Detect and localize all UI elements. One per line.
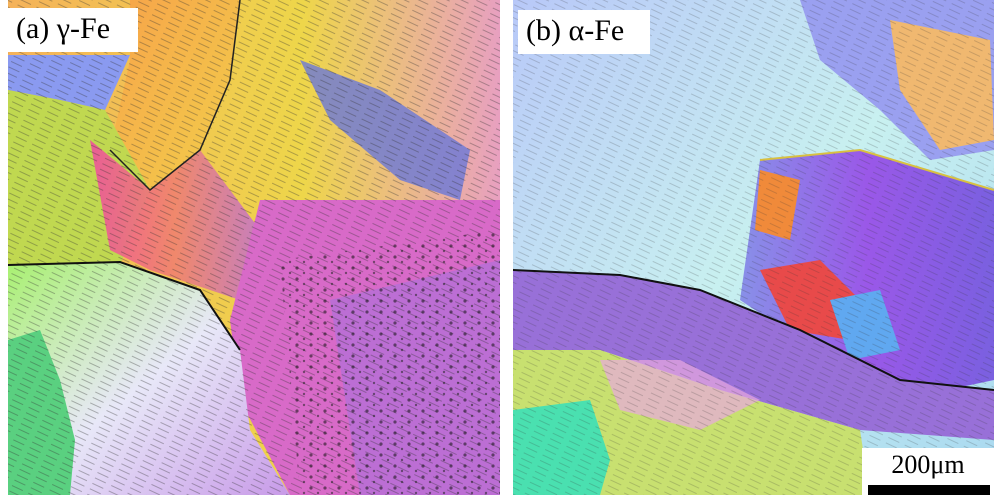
panel-a-map bbox=[8, 0, 500, 495]
texture bbox=[513, 0, 994, 495]
texture bbox=[280, 230, 500, 495]
figure: (a) γ-Fe (b) α-Fe 200μm bbox=[0, 0, 994, 495]
panel-b-map bbox=[513, 0, 994, 495]
page: (a) γ-Fe (b) α-Fe 200μm (() => { const d… bbox=[0, 0, 994, 495]
panel-label: (a) γ-Fe bbox=[16, 12, 110, 45]
scale-bar-label: 200μm bbox=[891, 450, 964, 479]
scale-bar bbox=[868, 485, 990, 495]
panel-label: (b) α-Fe bbox=[526, 14, 624, 47]
